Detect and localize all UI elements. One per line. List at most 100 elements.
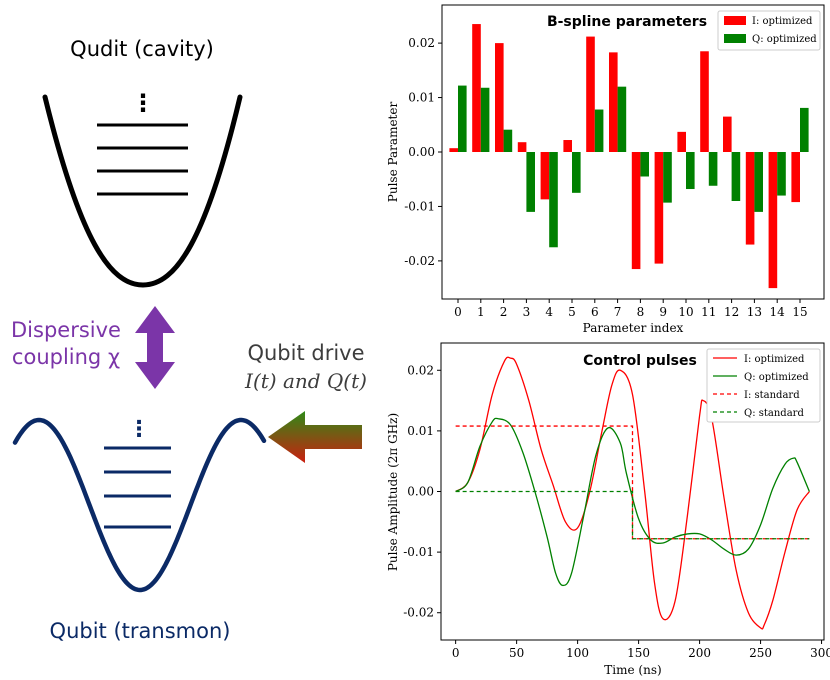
bar-chart-legend: I: optimized Q: optimized — [717, 10, 821, 51]
bar-q-optimized — [640, 152, 649, 177]
legend-label-i-opt: I: optimized — [744, 354, 805, 365]
bar-chart-ytick-label: -0.01 — [404, 199, 435, 213]
bar-i-optimized — [586, 36, 595, 152]
bar-chart-xtick-label: 2 — [500, 305, 508, 319]
legend-label-q-opt: Q: optimized — [744, 372, 809, 383]
legend-swatch-i — [724, 16, 746, 25]
legend-box — [706, 348, 821, 423]
bar-chart-xlabel: Parameter index — [583, 321, 684, 335]
bar-i-optimized — [654, 152, 664, 264]
qubit-label: Qubit (transmon) — [50, 619, 231, 643]
bar-i-optimized — [677, 131, 686, 152]
bar-q-optimized — [754, 152, 763, 212]
bar-q-optimized — [458, 85, 467, 152]
drive-label-line2: I(t) and Q(t) — [244, 369, 367, 393]
line-chart-xtick-label: 300 — [810, 646, 830, 660]
bar-chart-xtick-label: 1 — [477, 305, 485, 319]
bar-q-optimized — [663, 152, 672, 203]
line-chart-xtick-label: 250 — [749, 646, 772, 660]
bar-i-optimized — [700, 51, 709, 152]
legend-swatch-q — [724, 34, 746, 43]
bar-chart-xtick-label: 10 — [678, 305, 693, 319]
bar-i-optimized — [563, 140, 572, 152]
line-i-standard — [455, 425, 810, 540]
legend-label-i: I: optimized — [752, 16, 813, 27]
bar-q-optimized — [686, 152, 695, 190]
line-chart-xlabel: Time (ns) — [604, 663, 661, 677]
bar-q-optimized — [708, 152, 718, 186]
bar-q-optimized — [777, 152, 786, 196]
coupling-label-line1: Dispersive — [11, 318, 121, 342]
bar-q-optimized — [800, 107, 809, 152]
bar-q-optimized — [503, 129, 513, 152]
bar-i-optimized — [609, 52, 618, 153]
bar-chart-xtick-label: 9 — [659, 305, 667, 319]
line-chart-ytick-label: -0.01 — [403, 545, 434, 559]
bar-i-optimized — [517, 142, 527, 152]
bar-q-optimized — [731, 152, 741, 201]
bar-chart-xtick-label: 8 — [637, 305, 645, 319]
line-chart-ytick-label: 0.02 — [407, 363, 434, 377]
bar-chart-xtick-label: 15 — [792, 305, 807, 319]
bar-i-optimized — [449, 148, 458, 152]
bar-chart-ylabel: Pulse Parameter — [386, 102, 400, 203]
line-chart-ytick-label: 0.01 — [407, 424, 434, 438]
bar-chart-xtick-label: 11 — [701, 305, 716, 319]
bar-chart-ytick-label: 0.01 — [408, 91, 435, 105]
bar-chart-title: B-spline parameters — [547, 14, 707, 30]
qubit-ellipsis-dots: ⋮ — [128, 417, 150, 442]
line-chart-axes: 0.02 0.01 0.00 -0.01 -0.02 0 50 100 150 200 250 300 — [403, 363, 830, 660]
line-chart-xtick-label: 150 — [627, 646, 650, 660]
legend-label-q: Q: optimized — [752, 34, 817, 45]
drive-label-line1: Qubit drive — [247, 341, 364, 365]
line-chart-ylabel: Pulse Amplitude (2π GHz) — [386, 413, 400, 571]
bar-chart-xtick-label: 4 — [545, 305, 553, 319]
bar-chart-ytick-label: -0.02 — [404, 254, 435, 268]
line-chart-xtick-label: 50 — [509, 646, 524, 660]
legend-label-i-std: I: standard — [744, 390, 800, 401]
legend-label-q-std: Q: standard — [744, 408, 804, 419]
line-q-standard — [455, 490, 810, 540]
bar-chart-xtick-label: 7 — [614, 305, 622, 319]
bar-chart-xtick-label: 0 — [454, 305, 462, 319]
line-chart-legend: I: optimized Q: optimized I: standard Q:… — [706, 348, 821, 423]
bar-q-optimized — [594, 109, 604, 152]
line-chart-ytick-label: -0.02 — [403, 606, 434, 620]
bar-chart-xtick-label: 6 — [591, 305, 599, 319]
qubit-potential-well — [12, 417, 267, 593]
energy-level-diagram: Qudit (cavity) ⋮ Dispersive coupling χ Q… — [11, 37, 367, 643]
bar-chart-axes: 0.020.010.00-0.01-0.020 1 2 3 4 5 6 7 8 9 10 11 12 13… — [404, 36, 807, 319]
qubit-drive-arrow — [268, 411, 362, 463]
line-chart-lines — [455, 356, 810, 630]
bar-q-optimized — [572, 152, 581, 193]
bar-chart-frame — [441, 4, 825, 300]
control-pulses-chart: 0.02 0.01 0.00 -0.01 -0.02 0 50 100 150 200 250 300… — [386, 342, 830, 677]
coupling-label-line2: coupling χ — [12, 345, 120, 369]
qudit-potential-well — [42, 94, 243, 288]
bar-q-optimized — [549, 152, 558, 248]
bar-chart-ytick-label: 0.00 — [408, 145, 435, 159]
bar-chart-xtick-label: 12 — [724, 305, 739, 319]
bar-q-optimized — [480, 87, 490, 152]
bar-i-optimized — [472, 24, 481, 153]
bar-i-optimized — [745, 152, 755, 245]
bar-chart-xtick-label: 13 — [747, 305, 762, 319]
bar-chart-xtick-label: 5 — [568, 305, 576, 319]
qudit-label: Qudit (cavity) — [70, 37, 214, 61]
bar-chart-bars — [449, 24, 809, 289]
bar-i-optimized — [723, 116, 732, 152]
line-chart-xtick-label: 0 — [452, 646, 460, 660]
bar-q-optimized — [617, 86, 627, 152]
bar-i-optimized — [791, 152, 800, 203]
bspline-bar-chart: 0.020.010.00-0.01-0.020 1 2 3 4 5 6 7 8 9 10 11 12 13… — [386, 4, 825, 335]
qubit-energy-levels — [104, 446, 171, 529]
coupling-double-arrow — [135, 306, 175, 389]
line-chart-frame — [440, 342, 825, 641]
qudit-energy-levels — [97, 123, 188, 196]
line-chart-xtick-label: 200 — [688, 646, 711, 660]
bar-chart-xtick-label: 14 — [770, 305, 786, 319]
qudit-ellipsis-dots: ⋮ — [131, 89, 155, 117]
bar-i-optimized — [540, 152, 550, 200]
bar-i-optimized — [768, 152, 778, 289]
